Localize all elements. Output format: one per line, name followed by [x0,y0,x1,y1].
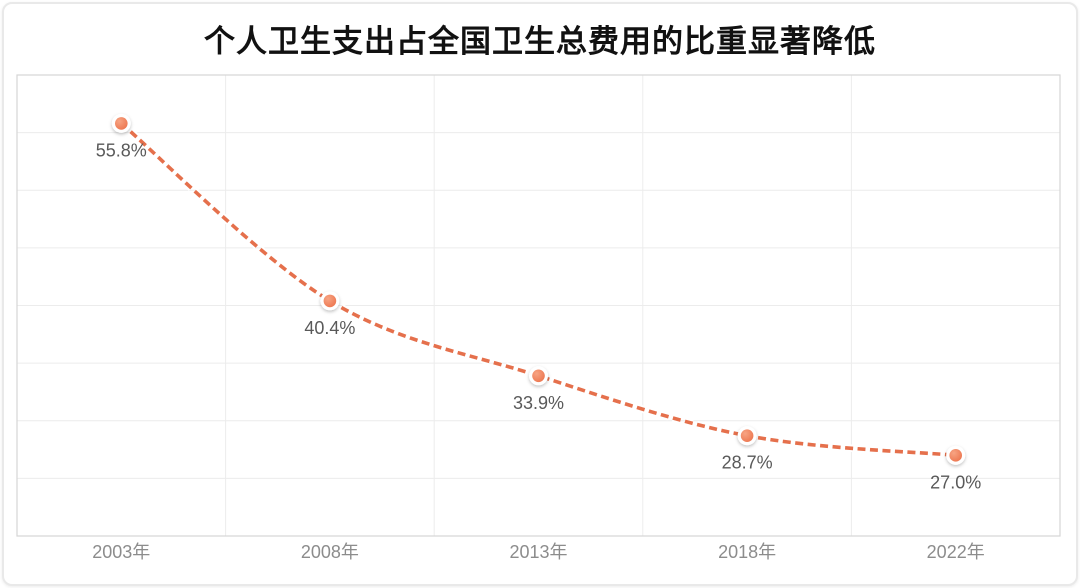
x-axis-label: 2003年 [92,542,150,562]
data-point-marker [111,113,131,133]
plot-border [16,74,1061,537]
x-axis-label: 2018年 [718,542,776,562]
data-label: 27.0% [930,472,981,492]
data-label: 33.9% [513,393,564,413]
marker-dot [949,449,962,462]
data-label: 55.8% [96,140,147,160]
data-point-marker [946,445,966,465]
data-point-marker [529,366,548,386]
marker-dot [115,117,128,130]
x-axis-label: 2008年 [301,542,359,562]
marker-dot [323,294,337,308]
marker-dot [532,369,545,383]
chart-title: 个人卫生支出占全国卫生总费用的比重显著降低 [204,24,876,59]
data-label: 28.7% [722,453,773,473]
data-point-marker [320,291,340,311]
trend-line [120,122,956,458]
x-axis-label: 2013年 [509,542,567,562]
marker-dot [740,429,754,443]
data-point-marker [737,426,757,446]
data-label: 40.4% [304,318,355,338]
x-axis-label: 2022年 [927,542,985,562]
